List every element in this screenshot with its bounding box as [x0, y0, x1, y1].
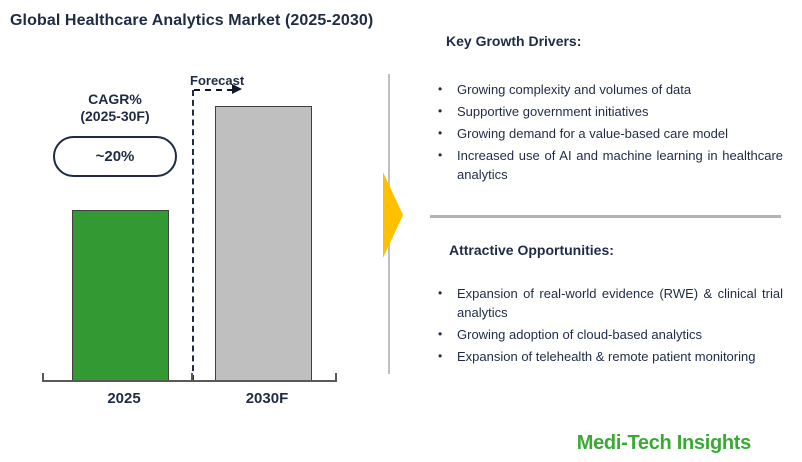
- bar-2030f: [215, 106, 312, 381]
- x-axis-label-2025: 2025: [107, 390, 141, 407]
- growth-driver-item: Growing demand for a value-based care mo…: [435, 124, 783, 143]
- horizontal-divider-line: [430, 215, 781, 218]
- cagr-value-pill: ~20%: [53, 136, 177, 177]
- forecast-arrow-icon: [232, 84, 242, 94]
- x-axis-tick-left: [42, 373, 44, 381]
- forecast-divider-dashed-line: [192, 90, 194, 381]
- cagr-label-line2: (2025-30F): [80, 108, 150, 124]
- x-axis-label-2030f: 2030F: [245, 390, 289, 407]
- growth-driver-item: Increased use of AI and machine learning…: [435, 146, 783, 184]
- growth-drivers-heading: Key Growth Drivers:: [446, 33, 582, 49]
- opportunities-list: Expansion of real-world evidence (RWE) &…: [435, 284, 783, 369]
- growth-driver-item: Growing complexity and volumes of data: [435, 80, 783, 99]
- opportunities-heading: Attractive Opportunities:: [449, 242, 614, 258]
- page-title: Global Healthcare Analytics Market (2025…: [10, 12, 374, 29]
- growth-driver-item: Supportive government initiatives: [435, 102, 783, 121]
- medi-tech-insights-logo: Medi-Tech Insights: [576, 432, 752, 454]
- opportunity-item: Expansion of telehealth & remote patient…: [435, 347, 783, 366]
- x-axis-tick-right: [335, 373, 337, 381]
- cagr-label: CAGR% (2025-30F): [55, 91, 175, 125]
- right-arrow-icon: [383, 172, 403, 258]
- forecast-label: Forecast: [190, 73, 245, 88]
- growth-drivers-list: Growing complexity and volumes of data S…: [435, 80, 783, 187]
- x-axis-tick-middle: [191, 373, 193, 381]
- opportunity-item: Growing adoption of cloud-based analytic…: [435, 325, 783, 344]
- opportunity-item: Expansion of real-world evidence (RWE) &…: [435, 284, 783, 322]
- cagr-label-line1: CAGR%: [88, 91, 142, 107]
- bar-2025: [72, 210, 169, 381]
- x-axis-line: [42, 380, 337, 382]
- cagr-value: ~20%: [95, 148, 135, 165]
- forecast-arrow-line: [194, 89, 233, 91]
